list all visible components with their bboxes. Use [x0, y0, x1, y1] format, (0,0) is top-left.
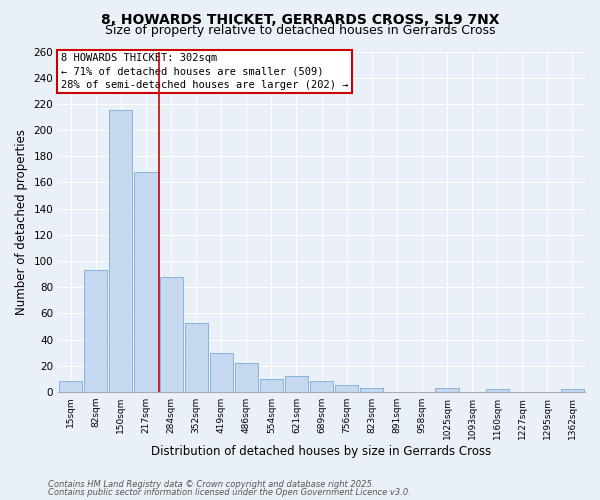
Bar [109, 110, 133, 392]
Bar [160, 276, 182, 392]
Bar [285, 376, 308, 392]
Bar [436, 388, 458, 392]
Bar [260, 379, 283, 392]
Text: 8, HOWARDS THICKET, GERRARDS CROSS, SL9 7NX: 8, HOWARDS THICKET, GERRARDS CROSS, SL9 … [101, 12, 499, 26]
Text: 8 HOWARDS THICKET: 302sqm
← 71% of detached houses are smaller (509)
28% of semi: 8 HOWARDS THICKET: 302sqm ← 71% of detac… [61, 53, 349, 90]
X-axis label: Distribution of detached houses by size in Gerrards Cross: Distribution of detached houses by size … [151, 444, 492, 458]
Bar [84, 270, 107, 392]
Bar [360, 388, 383, 392]
Bar [235, 363, 258, 392]
Bar [485, 390, 509, 392]
Y-axis label: Number of detached properties: Number of detached properties [15, 128, 28, 314]
Bar [185, 322, 208, 392]
Bar [335, 386, 358, 392]
Bar [310, 382, 333, 392]
Bar [561, 390, 584, 392]
Text: Contains HM Land Registry data © Crown copyright and database right 2025.: Contains HM Land Registry data © Crown c… [48, 480, 374, 489]
Bar [209, 352, 233, 392]
Text: Size of property relative to detached houses in Gerrards Cross: Size of property relative to detached ho… [105, 24, 495, 37]
Text: Contains public sector information licensed under the Open Government Licence v3: Contains public sector information licen… [48, 488, 411, 497]
Bar [59, 382, 82, 392]
Bar [134, 172, 158, 392]
